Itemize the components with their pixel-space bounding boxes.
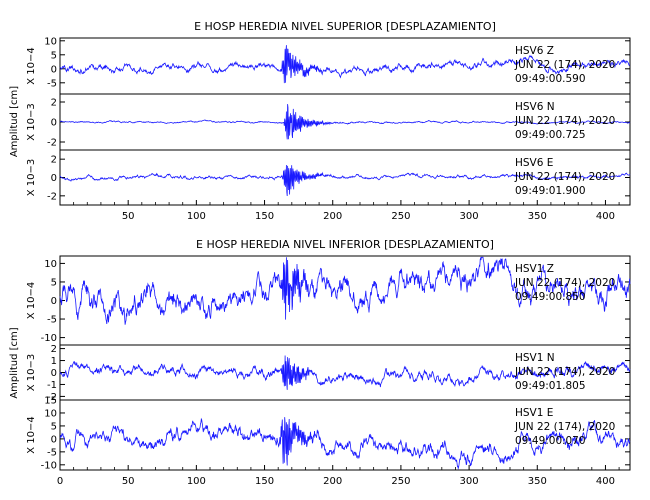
x-tick-label: 50 bbox=[122, 211, 135, 222]
y-tick-label: 2 bbox=[51, 344, 57, 355]
x-tick-label: 200 bbox=[323, 211, 342, 222]
chart-title: E HOSP HEREDIA NIVEL INFERIOR [DESPLAZAM… bbox=[196, 238, 494, 251]
y-tick-label: 2 bbox=[51, 98, 57, 109]
x-tick-label: 150 bbox=[255, 211, 274, 222]
y-tick-label: 1 bbox=[51, 356, 57, 367]
y-tick-label: -5 bbox=[47, 78, 57, 89]
y-tick-label: -2 bbox=[47, 138, 57, 149]
y-tick-label: 0 bbox=[51, 118, 57, 129]
y-tick-label: -1 bbox=[47, 380, 57, 391]
y-tick-label: -2 bbox=[47, 191, 57, 202]
x-tick-label: 0 bbox=[57, 476, 63, 487]
station-label: HSV1 Z bbox=[515, 263, 554, 275]
time-label: 09:49:00.725 bbox=[515, 129, 586, 141]
y-tick-label: -5 bbox=[47, 315, 57, 326]
x-tick-label: 150 bbox=[255, 476, 274, 487]
scale-label: X 10−4 bbox=[26, 282, 37, 320]
waveform-trace bbox=[59, 45, 630, 84]
y-tick-label: 0 bbox=[51, 296, 57, 307]
y-tick-label: 0 bbox=[51, 434, 57, 445]
date-label: JUN 22 (174), 2020 bbox=[514, 277, 615, 289]
time-label: 09:49:00.850 bbox=[515, 291, 586, 303]
scale-label: X 10−4 bbox=[26, 416, 37, 454]
x-tick-label: 50 bbox=[122, 476, 135, 487]
chart-title: E HOSP HEREDIA NIVEL SUPERIOR [DESPLAZAM… bbox=[194, 20, 496, 33]
time-label: 09:49:01.805 bbox=[515, 380, 586, 392]
station-label: HSV6 Z bbox=[515, 45, 554, 57]
x-tick-label: 400 bbox=[596, 476, 615, 487]
waveform-trace bbox=[59, 355, 631, 390]
waveform-trace bbox=[59, 164, 631, 197]
x-tick-label: 400 bbox=[596, 211, 615, 222]
y-tick-label: 2 bbox=[51, 155, 57, 166]
y-tick-label: 10 bbox=[44, 408, 57, 419]
station-label: HSV1 N bbox=[515, 352, 555, 364]
scale-label: X 10−3 bbox=[26, 354, 37, 392]
date-label: JUN 22 (174), 2020 bbox=[514, 59, 615, 71]
x-tick-label: 350 bbox=[528, 211, 547, 222]
date-label: JUN 22 (174), 2020 bbox=[514, 171, 615, 183]
y-tick-label: -2 bbox=[47, 392, 57, 403]
time-label: 09:49:01.900 bbox=[515, 185, 586, 197]
date-label: JUN 22 (174), 2020 bbox=[514, 366, 615, 378]
x-tick-label: 200 bbox=[323, 476, 342, 487]
y-tick-label: 15 bbox=[44, 396, 57, 407]
plot-frame bbox=[59, 255, 631, 471]
station-label: HSV6 E bbox=[515, 157, 553, 169]
y-tick-label: 0 bbox=[51, 64, 57, 75]
x-tick-label: 100 bbox=[187, 476, 206, 487]
y-tick-label: 10 bbox=[44, 259, 57, 270]
x-tick-label: 250 bbox=[391, 211, 410, 222]
y-axis-label: Amplitud [cm] bbox=[9, 327, 20, 398]
scale-label: X 10−4 bbox=[26, 47, 37, 85]
date-label: JUN 22 (174), 2020 bbox=[514, 115, 615, 127]
y-tick-label: 5 bbox=[51, 277, 57, 288]
x-tick-label: 300 bbox=[460, 211, 479, 222]
y-tick-label: 0 bbox=[51, 368, 57, 379]
station-label: HSV1 E bbox=[515, 407, 553, 419]
time-label: 09:49:00.070 bbox=[515, 435, 586, 447]
y-tick-label: 5 bbox=[51, 50, 57, 61]
date-label: JUN 22 (174), 2020 bbox=[514, 421, 615, 433]
scale-label: X 10−3 bbox=[26, 159, 37, 197]
waveform-trace bbox=[59, 256, 631, 325]
waveform-trace bbox=[59, 104, 631, 140]
y-tick-label: 10 bbox=[44, 36, 57, 47]
x-tick-label: 250 bbox=[391, 476, 410, 487]
waveform-trace bbox=[59, 417, 631, 470]
time-label: 09:49:00.590 bbox=[515, 73, 586, 85]
scale-label: X 10−3 bbox=[26, 103, 37, 141]
station-label: HSV6 N bbox=[515, 101, 555, 113]
x-tick-label: 300 bbox=[460, 476, 479, 487]
y-tick-label: -5 bbox=[47, 447, 57, 458]
x-tick-label: 350 bbox=[528, 476, 547, 487]
y-tick-label: 5 bbox=[51, 421, 57, 432]
y-tick-label: -10 bbox=[41, 460, 57, 471]
y-tick-label: -10 bbox=[41, 333, 57, 344]
y-axis-label: Amplitud [cm] bbox=[9, 86, 20, 157]
y-tick-label: 0 bbox=[51, 173, 57, 184]
x-tick-label: 100 bbox=[187, 211, 206, 222]
